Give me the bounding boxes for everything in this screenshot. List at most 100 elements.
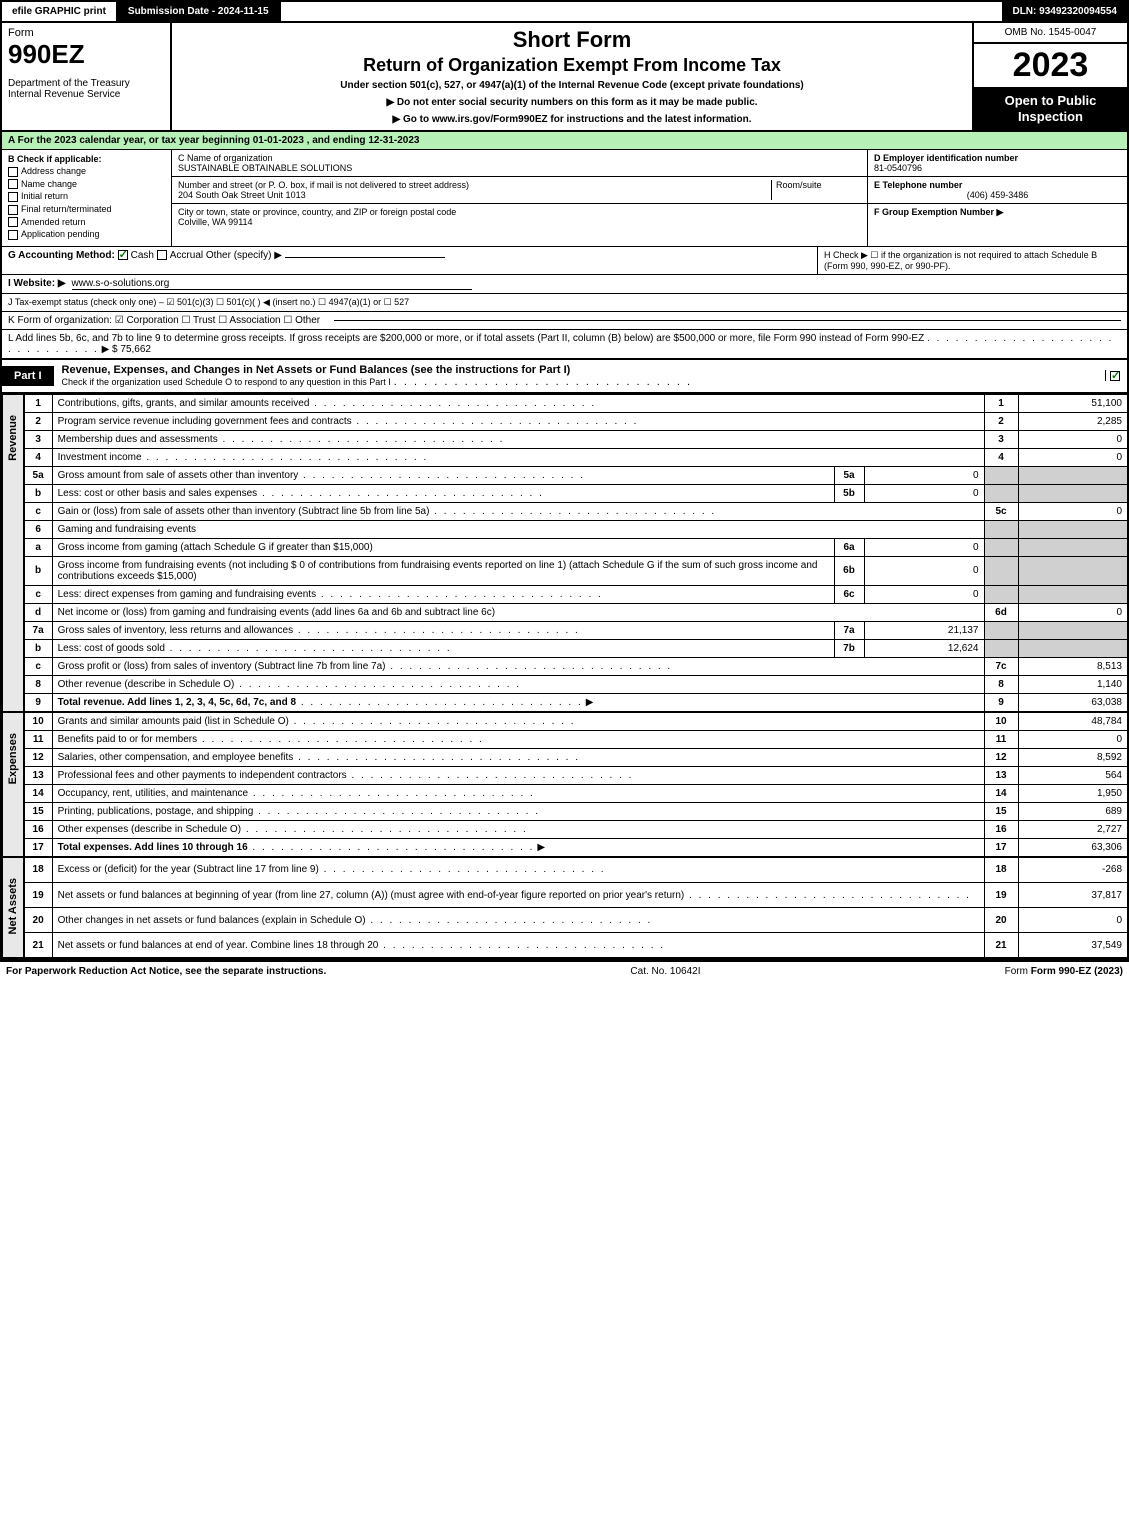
short-form-title: Short Form	[180, 27, 964, 53]
expenses-table: 10Grants and similar amounts paid (list …	[24, 712, 1129, 857]
goto-link[interactable]: ▶ Go to www.irs.gov/Form990EZ for instru…	[180, 114, 964, 125]
line-15: 15Printing, publications, postage, and s…	[24, 802, 1128, 820]
line-5a: 5aGross amount from sale of assets other…	[24, 466, 1128, 484]
row-i-website: I Website: ▶ www.s-o-solutions.org	[0, 275, 1129, 294]
expenses-section: Expenses 10Grants and similar amounts pa…	[0, 712, 1129, 857]
omb-number: OMB No. 1545-0047	[974, 23, 1127, 44]
inspection-badge: Open to Public Inspection	[974, 87, 1127, 130]
efile-tab[interactable]: efile GRAPHIC print	[2, 2, 118, 21]
header-right: OMB No. 1545-0047 2023 Open to Public In…	[972, 23, 1127, 130]
part1-subtitle: Check if the organization used Schedule …	[62, 377, 391, 387]
chk-cash[interactable]	[118, 250, 128, 260]
netassets-table: 18Excess or (deficit) for the year (Subt…	[24, 857, 1129, 958]
footer-right: Form Form 990-EZ (2023)	[1005, 966, 1123, 977]
chk-accrual[interactable]	[157, 250, 167, 260]
row-gh: G Accounting Method: Cash Accrual Other …	[0, 247, 1129, 275]
l-text: L Add lines 5b, 6c, and 7b to line 9 to …	[8, 333, 924, 344]
revenue-section: Revenue 1Contributions, gifts, grants, a…	[0, 394, 1129, 712]
city-label: City or town, state or province, country…	[178, 207, 861, 217]
topbar: efile GRAPHIC print Submission Date - 20…	[0, 0, 1129, 23]
j-text: J Tax-exempt status (check only one) – ☑…	[8, 297, 409, 308]
line-16: 16Other expenses (describe in Schedule O…	[24, 820, 1128, 838]
g-label: G Accounting Method:	[8, 250, 115, 261]
line-4: 4Investment income40	[24, 448, 1128, 466]
line-6a: aGross income from gaming (attach Schedu…	[24, 538, 1128, 556]
part1-title: Revenue, Expenses, and Changes in Net As…	[54, 360, 1105, 392]
form-number: 990EZ	[8, 39, 164, 70]
d-label: D Employer identification number	[874, 153, 1018, 163]
revenue-side-label: Revenue	[2, 394, 24, 712]
col-b: B Check if applicable: Address change Na…	[2, 150, 172, 246]
line-20: 20Other changes in net assets or fund ba…	[24, 908, 1128, 933]
line-12: 12Salaries, other compensation, and empl…	[24, 748, 1128, 766]
i-label: I Website: ▶	[8, 278, 66, 289]
line-11: 11Benefits paid to or for members110	[24, 730, 1128, 748]
line-6b: bGross income from fundraising events (n…	[24, 556, 1128, 585]
footer-mid: Cat. No. 10642I	[630, 966, 700, 977]
website-value[interactable]: www.s-o-solutions.org	[72, 278, 472, 290]
line-1: 1Contributions, gifts, grants, and simil…	[24, 394, 1128, 412]
street-value: 204 South Oak Street Unit 1013	[178, 190, 771, 200]
row-a-taxyear: A For the 2023 calendar year, or tax yea…	[0, 132, 1129, 150]
line-6c: cLess: direct expenses from gaming and f…	[24, 585, 1128, 603]
row-a-text: A For the 2023 calendar year, or tax yea…	[8, 135, 419, 146]
line-5c: cGain or (loss) from sale of assets othe…	[24, 502, 1128, 520]
chk-final-return[interactable]: Final return/terminated	[8, 204, 165, 215]
h-schedule-b: H Check ▶ ☐ if the organization is not r…	[817, 247, 1127, 274]
line-14: 14Occupancy, rent, utilities, and mainte…	[24, 784, 1128, 802]
ein-value: 81-0540796	[874, 163, 922, 173]
submission-tab: Submission Date - 2024-11-15	[118, 2, 281, 21]
chk-pending[interactable]: Application pending	[8, 229, 165, 240]
block-bcdef: B Check if applicable: Address change Na…	[0, 150, 1129, 247]
street-label: Number and street (or P. O. box, if mail…	[178, 180, 771, 190]
line-7b: bLess: cost of goods sold7b12,624	[24, 639, 1128, 657]
line-13: 13Professional fees and other payments t…	[24, 766, 1128, 784]
line-6d: dNet income or (loss) from gaming and fu…	[24, 603, 1128, 621]
header-mid: Short Form Return of Organization Exempt…	[172, 23, 972, 130]
f-label: F Group Exemption Number ▶	[874, 207, 1003, 217]
col-def: D Employer identification number 81-0540…	[867, 150, 1127, 246]
l-amount: ▶ $ 75,662	[102, 344, 151, 355]
city-value: Colville, WA 99114	[178, 217, 861, 227]
line-21: 21Net assets or fund balances at end of …	[24, 933, 1128, 958]
revenue-table: 1Contributions, gifts, grants, and simil…	[24, 394, 1129, 712]
netassets-section: Net Assets 18Excess or (deficit) for the…	[0, 857, 1129, 960]
topbar-spacer	[281, 2, 1003, 21]
part1-checkbox[interactable]	[1105, 370, 1127, 381]
header-left: Form 990EZ Department of the Treasury In…	[2, 23, 172, 130]
col-c: C Name of organization SUSTAINABLE OBTAI…	[172, 150, 867, 246]
line-17: 17Total expenses. Add lines 10 through 1…	[24, 838, 1128, 856]
chk-amended[interactable]: Amended return	[8, 217, 165, 228]
chk-address-change[interactable]: Address change	[8, 166, 165, 177]
form-word: Form	[8, 27, 164, 39]
b-title: B Check if applicable:	[8, 154, 102, 164]
cash-label: Cash	[131, 250, 154, 261]
form-header: Form 990EZ Department of the Treasury In…	[0, 23, 1129, 132]
line-3: 3Membership dues and assessments30	[24, 430, 1128, 448]
main-title: Return of Organization Exempt From Incom…	[180, 55, 964, 76]
line-8: 8Other revenue (describe in Schedule O)8…	[24, 675, 1128, 693]
warning: ▶ Do not enter social security numbers o…	[180, 97, 964, 108]
k-text: K Form of organization: ☑ Corporation ☐ …	[8, 315, 320, 326]
line-7a: 7aGross sales of inventory, less returns…	[24, 621, 1128, 639]
netassets-side-label: Net Assets	[2, 857, 24, 958]
line-9: 9Total revenue. Add lines 1, 2, 3, 4, 5c…	[24, 693, 1128, 711]
line-2: 2Program service revenue including gover…	[24, 412, 1128, 430]
other-label: Other (specify) ▶	[206, 250, 282, 261]
chk-initial-return[interactable]: Initial return	[8, 191, 165, 202]
accrual-label: Accrual	[170, 250, 203, 261]
c-label: C Name of organization	[178, 153, 861, 163]
line-19: 19Net assets or fund balances at beginni…	[24, 883, 1128, 908]
expenses-side-label: Expenses	[2, 712, 24, 857]
line-6: 6Gaming and fundraising events	[24, 520, 1128, 538]
part1-tag: Part I	[2, 366, 54, 386]
line-18: 18Excess or (deficit) for the year (Subt…	[24, 857, 1128, 882]
subtitle: Under section 501(c), 527, or 4947(a)(1)…	[180, 80, 964, 91]
chk-name-change[interactable]: Name change	[8, 179, 165, 190]
line-7c: cGross profit or (loss) from sales of in…	[24, 657, 1128, 675]
dln: DLN: 93492320094554	[1002, 2, 1127, 21]
footer-left: For Paperwork Reduction Act Notice, see …	[6, 966, 326, 977]
part1-header: Part I Revenue, Expenses, and Changes in…	[0, 359, 1129, 394]
tax-year: 2023	[974, 44, 1127, 87]
line-10: 10Grants and similar amounts paid (list …	[24, 712, 1128, 730]
